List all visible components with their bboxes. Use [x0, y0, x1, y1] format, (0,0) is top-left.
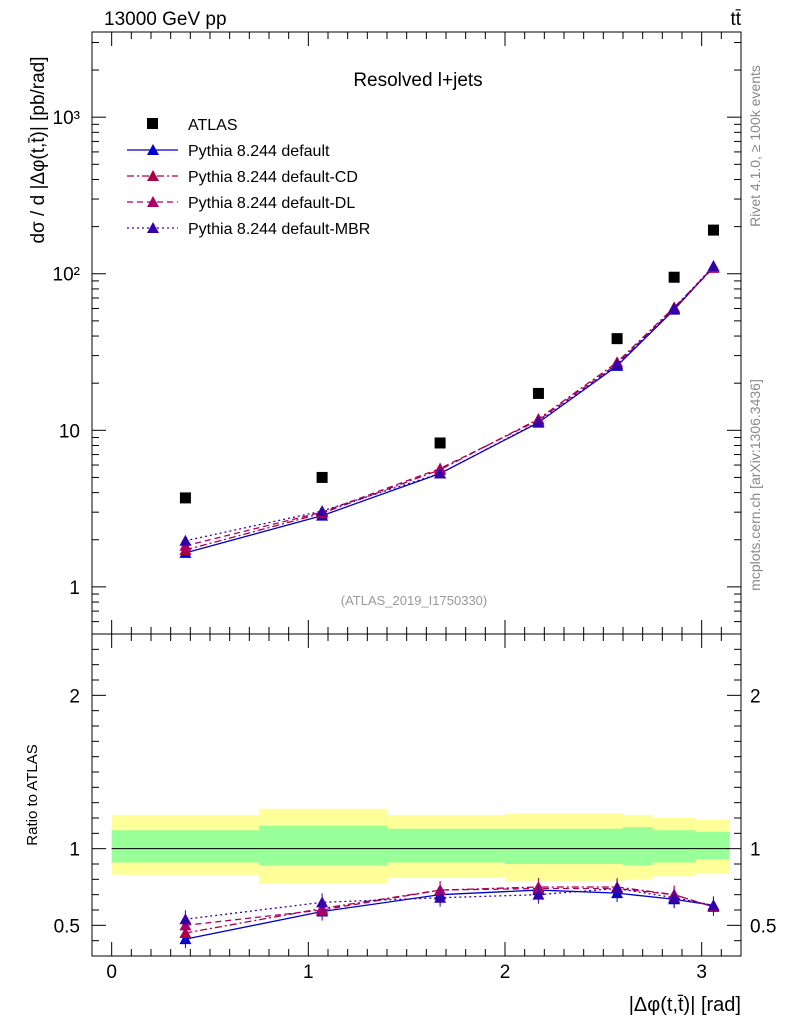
ratio-marker-mbr	[179, 913, 192, 925]
ratio-band-inner	[505, 828, 623, 864]
ratio-marker-mbr	[611, 882, 624, 894]
ratio-marker-mbr	[316, 896, 329, 908]
ratio-axis-label: Ratio to ATLAS	[24, 744, 41, 845]
legend-marker-mbr	[147, 222, 159, 233]
legend-marker-atlas	[147, 118, 158, 129]
series-marker-mbr	[707, 260, 720, 272]
legend-marker-cd	[147, 170, 159, 181]
series-marker-mbr	[611, 358, 624, 370]
series-line-dl	[185, 267, 714, 547]
series-marker-mbr	[179, 534, 192, 546]
x-axis-label: |Δφ(t,t̄)| [rad]	[629, 994, 741, 1016]
ratio-marker-mbr	[668, 891, 681, 903]
ratio-band-inner	[259, 825, 387, 866]
data-point-atlas	[668, 271, 680, 283]
data-point-atlas	[707, 224, 719, 236]
ratio-band-inner	[387, 828, 505, 863]
y-tick-label: 10²	[53, 265, 80, 286]
ratio-band-inner	[652, 830, 696, 863]
x-tick-label: 3	[696, 962, 707, 983]
ratio-tick-label: 0.5	[54, 916, 80, 937]
x-tick-label: 0	[106, 962, 117, 983]
ratio-marker-mbr	[434, 891, 447, 903]
series-marker-mbr	[668, 302, 681, 314]
legend-label: ATLAS	[188, 117, 238, 134]
energy-label: 13000 GeV pp	[104, 9, 227, 30]
series-line-mbr	[185, 265, 714, 542]
data-point-atlas	[434, 437, 446, 449]
chart-title: Resolved l+jets	[353, 70, 482, 91]
ratio-frame	[91, 633, 742, 957]
data-point-atlas	[611, 333, 623, 345]
analysis-id: (ATLAS_2019_I1750330)	[341, 593, 487, 608]
x-tick-label: 1	[303, 962, 314, 983]
mcplots-label: mcplots.cern.ch [arXiv:1306.3436]	[747, 379, 763, 591]
ratio-marker-mbr	[532, 888, 545, 900]
ratio-band-inner	[695, 831, 730, 860]
ratio-band-inner	[111, 830, 260, 863]
ratio-band-inner	[623, 827, 653, 866]
process-label: tt̄	[730, 9, 741, 30]
data-point-atlas	[179, 492, 191, 504]
legend-label: Pythia 8.244 default-CD	[188, 169, 358, 186]
data-point-atlas	[532, 387, 544, 399]
rivet-label: Rivet 4.1.0, ≥ 100k events	[747, 65, 763, 227]
y-tick-label: 1	[69, 578, 80, 599]
y-axis-label: dσ / d |Δφ(t,t̄)| [pb/rad]	[28, 56, 49, 243]
series-marker-mbr	[434, 467, 447, 479]
y-tick-label: 10³	[53, 108, 80, 129]
legend-label: Pythia 8.244 default	[188, 143, 330, 160]
y-tick-label: 10	[59, 421, 80, 442]
ratio-tick-label-right: 1	[750, 840, 761, 861]
series-line-cd	[185, 266, 714, 551]
ratio-tick-label-right: 0.5	[750, 916, 776, 937]
legend-label: Pythia 8.244 default-MBR	[188, 221, 370, 238]
ratio-tick-label: 1	[69, 840, 80, 861]
data-point-atlas	[316, 471, 328, 483]
legend-label: Pythia 8.244 default-DL	[188, 195, 355, 212]
series-marker-mbr	[316, 505, 329, 517]
ratio-marker-mbr	[707, 899, 720, 911]
legend-marker-dl	[147, 196, 159, 207]
series-line-default	[185, 266, 714, 554]
ratio-tick-label-right: 2	[750, 686, 761, 707]
legend-marker-default	[147, 144, 159, 155]
series-marker-mbr	[532, 415, 545, 427]
ratio-line-mbr	[185, 887, 714, 920]
ratio-tick-label: 2	[69, 686, 80, 707]
x-tick-label: 2	[500, 962, 511, 983]
